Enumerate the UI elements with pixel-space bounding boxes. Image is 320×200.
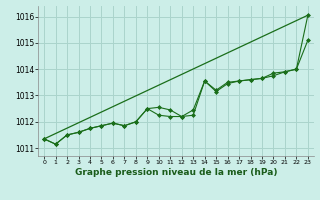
X-axis label: Graphe pression niveau de la mer (hPa): Graphe pression niveau de la mer (hPa) [75,168,277,177]
